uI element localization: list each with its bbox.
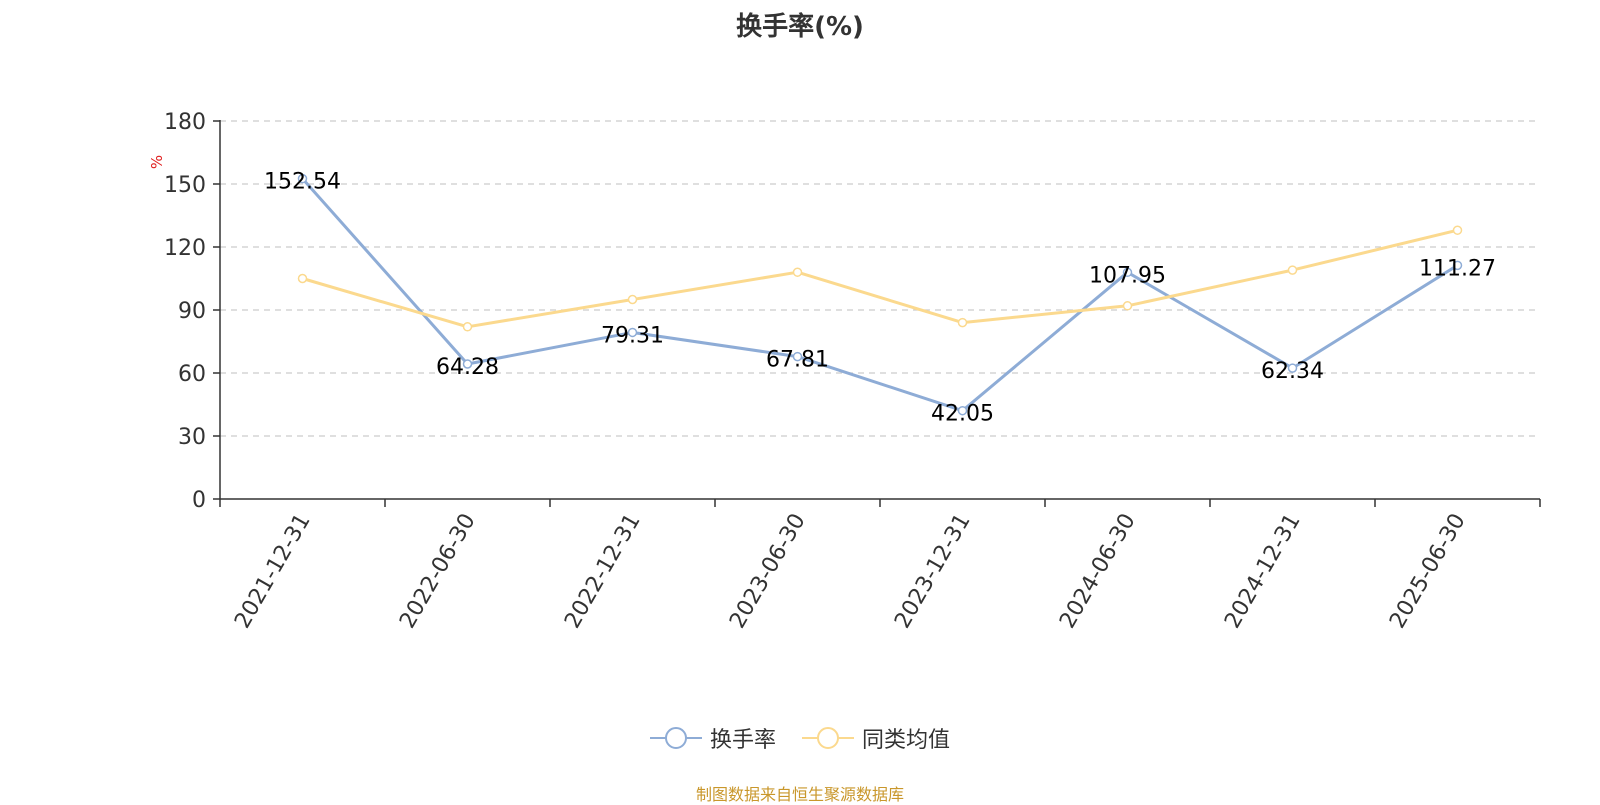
series-0-point-4 [957,405,968,416]
series-0-data-label-7: 111.27 [1419,256,1496,281]
x-tick-label-6: 2024-12-31 [1220,510,1306,633]
chart-title: 换手率(%) [736,12,864,42]
series-1-point-1 [462,322,473,332]
series-1-point-2 [627,294,638,305]
legend-label-series-0: 换手率 [709,728,776,753]
legend-item-series-1[interactable]: 同类均值 [802,722,950,754]
series-0-data-label-2: 79.31 [601,323,664,348]
series-0-point-5 [1122,267,1133,278]
y-tick-label-5: 150 [164,173,206,198]
y-tick-label-2: 60 [178,362,206,387]
series-0-point-7 [1452,260,1463,271]
series-1-point-5 [1122,301,1133,311]
series-0-data-label-6: 62.34 [1261,359,1324,384]
x-tick-label-4: 2023-12-31 [890,510,976,633]
series-line-1 [302,228,1458,329]
series-1-point-3 [792,267,803,277]
series-0-point-2 [627,327,638,338]
series-0-data-label-0: 152.54 [264,170,341,195]
legend-item-series-0[interactable]: 换手率 [649,722,776,754]
legend-symbol-series-0 [649,727,702,749]
series-1-point-6 [1287,265,1298,275]
series-1-point-4 [957,317,968,328]
y-tick-label-4: 120 [164,236,206,261]
x-tick-label-2: 2022-12-31 [560,510,646,633]
y-tick-label-3: 90 [178,299,206,324]
chart-legend: 换手率 同类均值 [0,722,1600,754]
x-tick-label-0: 2021-12-31 [230,510,316,633]
series-0-data-label-4: 42.05 [931,402,994,427]
series-1-point-7 [1452,225,1463,235]
x-tick-label-7: 2025-06-30 [1385,510,1471,633]
y-tick-label-0: 0 [192,488,206,513]
source-note: 制图数据来自恒生聚源数据库 [695,785,904,804]
series-0-data-label-3: 67.81 [766,348,829,373]
series-0-point-0 [297,173,308,184]
x-tick-label-1: 2022-06-30 [395,510,481,633]
series-line-0 [301,177,1459,413]
series-0-point-6 [1287,363,1298,373]
y-axis-label: % [148,155,166,169]
legend-symbol-series-1 [802,727,854,749]
x-tick-label-3: 2023-06-30 [725,510,811,633]
x-tick-label-5: 2024-06-30 [1055,510,1141,633]
series-0-data-label-1: 64.28 [436,355,499,380]
legend-label-series-1: 同类均值 [862,728,951,753]
series-0-point-3 [792,351,803,362]
series-0-point-1 [462,359,473,369]
y-tick-label-1: 30 [178,425,206,450]
series-1-point-0 [297,273,308,284]
y-tick-label-6: 180 [164,110,206,135]
series-0-data-label-5: 107.95 [1089,263,1166,288]
